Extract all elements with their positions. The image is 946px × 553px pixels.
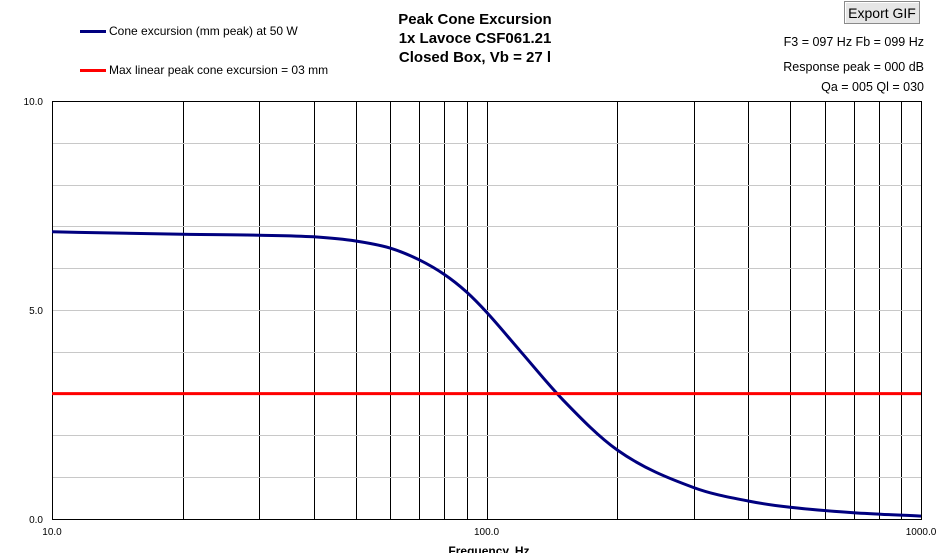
f3-fb-readout: F3 = 097 Hz Fb = 099 Hz <box>783 35 924 49</box>
legend-swatch-red <box>80 68 106 72</box>
export-gif-button[interactable]: Export GIF <box>844 1 920 24</box>
legend-label-cone-excursion: Cone excursion (mm peak) at 50 W <box>109 24 298 38</box>
x-tick-label: 10.0 <box>42 527 62 538</box>
series-lines <box>51 230 922 518</box>
series-line-cone-excursion <box>51 230 922 518</box>
grid-lines <box>52 101 921 519</box>
y-tick-label: 5.0 <box>29 306 43 317</box>
x-tick-label: 1000.0 <box>906 527 937 538</box>
tick-labels: 0.0 5.0 10.0 10.0 100.0 1000.0 <box>24 97 937 538</box>
legend-item-max-linear: Max linear peak cone excursion = 03 mm <box>80 63 328 77</box>
chart-title-line-3: Closed Box, Vb = 27 l <box>398 49 552 66</box>
legend-item-cone-excursion: Cone excursion (mm peak) at 50 W <box>80 24 298 38</box>
legend-label-max-linear: Max linear peak cone excursion = 03 mm <box>109 63 329 77</box>
x-axis-label: Frequency, Hz <box>448 544 529 553</box>
y-tick-label: 10.0 <box>24 97 44 108</box>
plot-frame <box>52 101 922 520</box>
chart-title: Peak Cone Excursion 1x Lavoce CSF061.21 … <box>360 10 590 67</box>
chart-title-line-1: Peak Cone Excursion <box>398 11 552 28</box>
qa-ql-readout: Qa = 005 Ql = 030 <box>821 80 924 94</box>
response-peak-readout: Response peak = 000 dB <box>783 60 924 74</box>
y-tick-label: 0.0 <box>29 515 43 526</box>
legend-swatch-blue <box>80 29 106 33</box>
chart-title-line-2: 1x Lavoce CSF061.21 <box>398 30 552 47</box>
x-tick-label: 100.0 <box>474 527 499 538</box>
